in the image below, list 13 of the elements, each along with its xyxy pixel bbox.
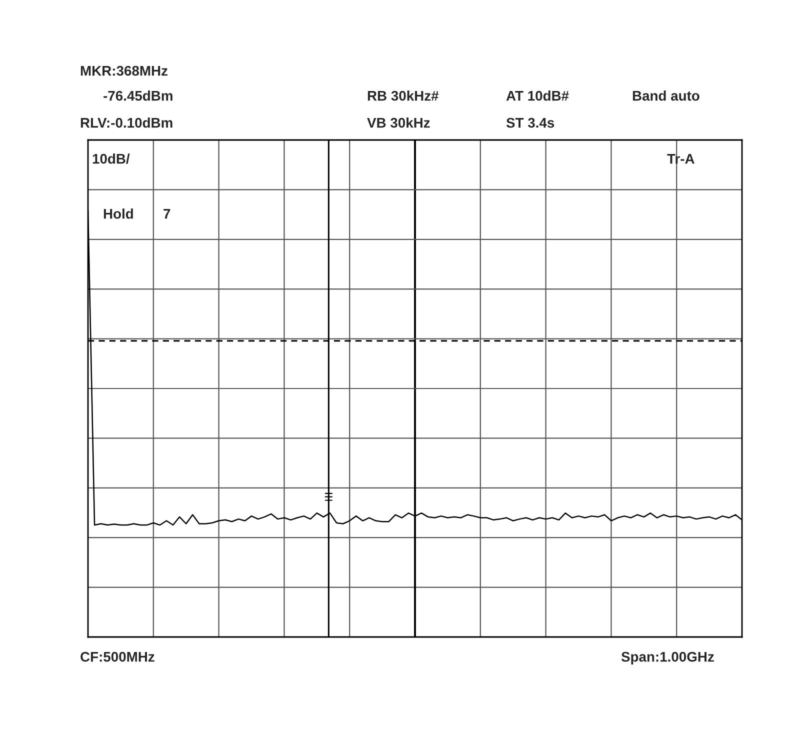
annotation: 7 (164, 209, 170, 219)
text: CF:500MHz (80, 652, 154, 662)
text: -76.45dBm (104, 90, 172, 101)
text: 10dB/ (92, 154, 130, 164)
text: RB 30kHz# (368, 90, 439, 101)
text: Band auto (632, 90, 700, 101)
text: MKR:368MHz (80, 66, 168, 76)
text: RLV:-0.10dBm (80, 118, 172, 128)
text: VB 30kHz (367, 118, 430, 128)
annotation: Hold (104, 208, 133, 219)
text: AT 10dB# (506, 90, 569, 101)
text: Span:1.00GHz (621, 652, 714, 664)
text: ST 3.4s (506, 118, 554, 128)
